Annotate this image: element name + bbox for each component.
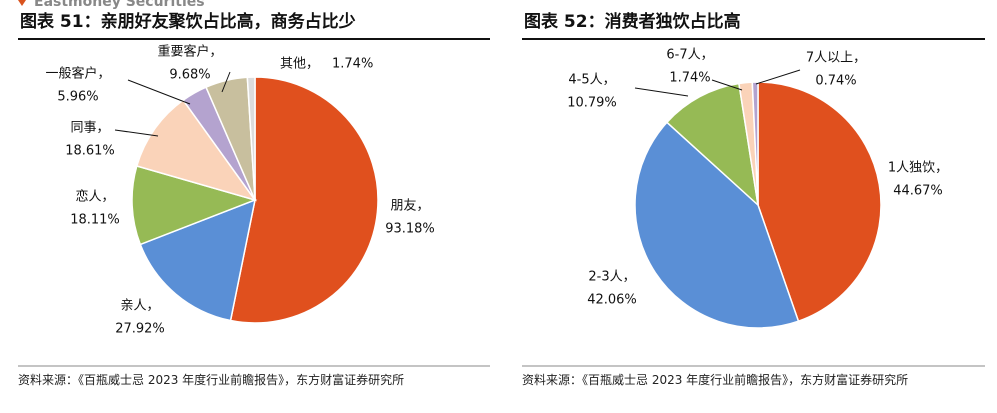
pie-slice [229, 76, 379, 324]
pie-slice [634, 121, 800, 329]
category-label: 其他， [280, 57, 319, 72]
category-label: 重要客户， [157, 44, 222, 60]
leader-line [634, 87, 689, 97]
value-label: 18.11% [70, 213, 120, 228]
leader-line [221, 71, 231, 93]
pie-slice [131, 165, 258, 246]
value-label: 5.96% [57, 90, 98, 105]
source: 资料来源：《百瓶威士忌 2023 年度行业前瞻报告》，东方财富证券研究所 [522, 373, 909, 387]
pie-slice [139, 198, 257, 322]
value-label: 9.68% [169, 68, 210, 83]
pie-slice [757, 81, 882, 323]
value-label: 44.67% [893, 184, 943, 199]
leader-line [114, 129, 159, 137]
category-label: 恋人， [75, 189, 114, 205]
chart-title: 图表 51：亲朋好友聚饮占比高，商务占比少 [20, 11, 356, 32]
category-label: 1人独饮， [888, 161, 948, 176]
value-label: 18.61% [65, 144, 115, 159]
value-label: 27.92% [115, 322, 165, 337]
category-label: 一般客户， [45, 66, 110, 82]
pie-slice [246, 76, 256, 201]
category-label: 4-5人， [568, 73, 615, 88]
value-label: 0.74% [815, 74, 856, 89]
category-label: 6-7人， [666, 48, 713, 63]
category-label: 亲人， [120, 299, 159, 314]
value-label: 1.74% [332, 57, 373, 72]
value-label: 93.18% [385, 222, 435, 237]
category-label: 同事， [70, 121, 109, 136]
value-label: 1.74% [669, 71, 710, 86]
leader-line [755, 69, 801, 85]
value-label: 10.79% [567, 96, 617, 111]
brand-icon [18, 0, 26, 6]
leader-line [127, 79, 191, 105]
source: 资料来源：《百瓶威士忌 2023 年度行业前瞻报告》，东方财富证券研究所 [18, 373, 405, 387]
pie-slice [751, 81, 759, 206]
category-label: 2-3人， [588, 270, 635, 285]
category-label: 朋友， [390, 198, 429, 214]
leader-line [711, 79, 743, 91]
chart-title: 图表 52：消费者独饮占比高 [524, 11, 741, 32]
pie-slice [665, 82, 760, 207]
brand: Eastmoney Securities [34, 0, 205, 10]
category-label: 7人以上， [806, 51, 866, 66]
value-label: 42.06% [587, 293, 637, 308]
